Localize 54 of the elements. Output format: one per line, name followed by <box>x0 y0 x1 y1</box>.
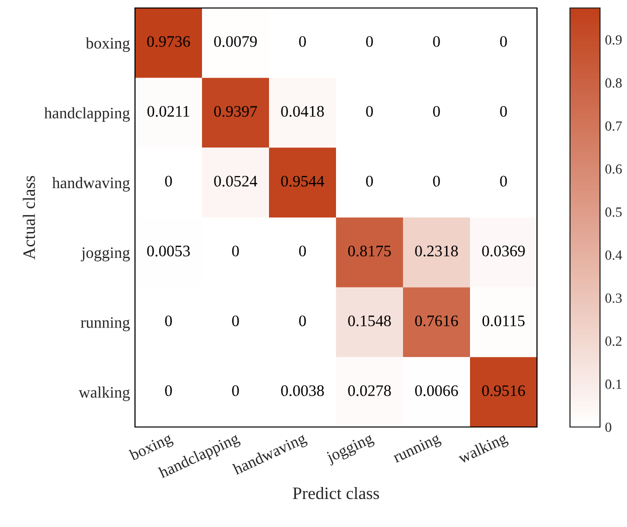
color-bar-label: 0.5 <box>605 207 622 217</box>
y-tick-label: handwaving <box>52 177 130 192</box>
data-label: 0.0278 <box>348 385 391 396</box>
data-label: 0 <box>165 385 172 396</box>
data-label: 0.0524 <box>214 176 258 187</box>
y-tick-label: jogging <box>80 247 130 262</box>
data-label: 0.2318 <box>415 246 458 256</box>
color-bar-label: 0.3 <box>605 293 622 303</box>
color-bar-label: 0.7 <box>605 121 622 131</box>
data-label: 0.0066 <box>415 385 458 396</box>
data-label: 0 <box>433 36 440 47</box>
data-label: 0.8175 <box>348 246 391 256</box>
data-label: 0.9516 <box>482 385 525 396</box>
data-label: 0.0369 <box>482 246 525 256</box>
data-label: 0.0115 <box>482 315 525 326</box>
data-label: 0.0038 <box>281 385 324 396</box>
color-bar-label: 0.1 <box>605 380 622 389</box>
data-label: 0 <box>500 176 507 187</box>
y-tick-label: walking <box>78 386 130 402</box>
data-label: 0 <box>232 246 239 256</box>
color-bar-label: 0 <box>605 422 612 432</box>
data-label: 0.0079 <box>214 36 257 47</box>
color-bar-label: 0.4 <box>605 250 622 260</box>
data-label: 0 <box>299 36 306 47</box>
x-axis-title: Predict class <box>292 486 379 500</box>
data-label: 0 <box>366 106 373 117</box>
data-label: 0 <box>500 36 507 47</box>
data-label: 0.7616 <box>415 315 458 326</box>
y-tick-label: running <box>80 317 130 332</box>
data-label: 0 <box>433 176 440 187</box>
data-label: 0 <box>165 176 172 187</box>
data-label: 0.1548 <box>348 315 391 326</box>
y-tick-label: handclapping <box>44 107 130 122</box>
color-bar-label: 0.9 <box>605 35 622 45</box>
y-axis-title: Actual class <box>22 176 36 260</box>
color-bar-label: 0.2 <box>605 336 622 346</box>
data-label: 0 <box>299 246 306 256</box>
data-label: 0.0418 <box>281 106 324 117</box>
data-label: 0 <box>232 315 239 326</box>
color-bar-label: 0.6 <box>605 164 622 174</box>
data-label: 0 <box>500 106 507 117</box>
data-label: 0 <box>366 36 373 47</box>
data-label: 0.9544 <box>281 176 324 187</box>
data-label: 0 <box>232 385 239 396</box>
data-label: 0.0053 <box>147 246 190 256</box>
data-label: 0 <box>299 315 306 326</box>
data-label: 0.0211 <box>147 106 190 117</box>
data-label: 0 <box>433 106 440 117</box>
color-bar-label: 0.8 <box>605 78 622 88</box>
data-label: 0.9397 <box>214 106 258 117</box>
data-label: 0 <box>366 176 373 187</box>
data-label: 0 <box>165 315 172 326</box>
data-label: 0.9736 <box>147 36 190 47</box>
y-tick-label: boxing <box>86 37 130 52</box>
